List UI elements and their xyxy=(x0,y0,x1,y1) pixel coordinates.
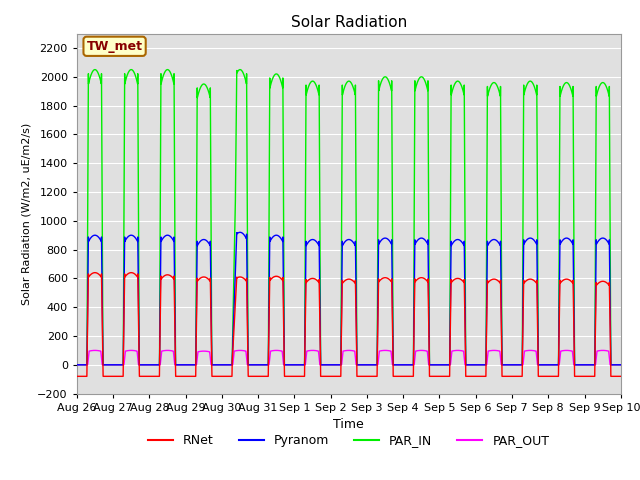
PAR_OUT xyxy=(616,362,624,368)
PAR_IN xyxy=(617,362,625,368)
RNet xyxy=(73,373,81,379)
RNet xyxy=(502,373,509,379)
PAR_IN xyxy=(171,199,179,204)
PAR_OUT xyxy=(471,362,479,368)
Pyranom xyxy=(616,362,624,368)
RNet xyxy=(171,312,179,318)
PAR_IN xyxy=(73,362,81,368)
Pyranom xyxy=(236,229,244,235)
Pyranom xyxy=(441,362,449,368)
Pyranom xyxy=(329,362,337,368)
Line: PAR_OUT: PAR_OUT xyxy=(77,350,621,365)
PAR_IN xyxy=(616,362,624,368)
PAR_IN xyxy=(502,362,509,368)
PAR_OUT xyxy=(73,362,81,368)
RNet xyxy=(617,373,625,379)
RNet xyxy=(471,373,479,379)
Y-axis label: Solar Radiation (W/m2, uE/m2/s): Solar Radiation (W/m2, uE/m2/s) xyxy=(22,122,32,305)
Pyranom xyxy=(171,279,179,285)
Pyranom xyxy=(617,362,625,368)
X-axis label: Time: Time xyxy=(333,418,364,431)
Pyranom xyxy=(502,362,509,368)
PAR_IN xyxy=(471,362,479,368)
PAR_IN xyxy=(91,67,99,72)
PAR_IN xyxy=(329,362,337,368)
RNet xyxy=(329,373,337,379)
Legend: RNet, Pyranom, PAR_IN, PAR_OUT: RNet, Pyranom, PAR_IN, PAR_OUT xyxy=(143,429,554,452)
RNet xyxy=(441,373,449,379)
PAR_OUT xyxy=(441,362,449,368)
PAR_OUT xyxy=(91,348,99,353)
Line: PAR_IN: PAR_IN xyxy=(77,70,621,365)
Line: RNet: RNet xyxy=(77,273,621,376)
PAR_OUT xyxy=(329,362,337,368)
PAR_OUT xyxy=(171,361,179,367)
PAR_OUT xyxy=(617,362,625,368)
RNet xyxy=(616,373,624,379)
Pyranom xyxy=(471,362,479,368)
Pyranom xyxy=(73,362,81,368)
PAR_IN xyxy=(441,362,449,368)
PAR_OUT xyxy=(502,362,509,368)
Title: Solar Radiation: Solar Radiation xyxy=(291,15,407,30)
RNet xyxy=(91,270,99,276)
Text: TW_met: TW_met xyxy=(86,40,143,53)
Line: Pyranom: Pyranom xyxy=(77,232,621,365)
